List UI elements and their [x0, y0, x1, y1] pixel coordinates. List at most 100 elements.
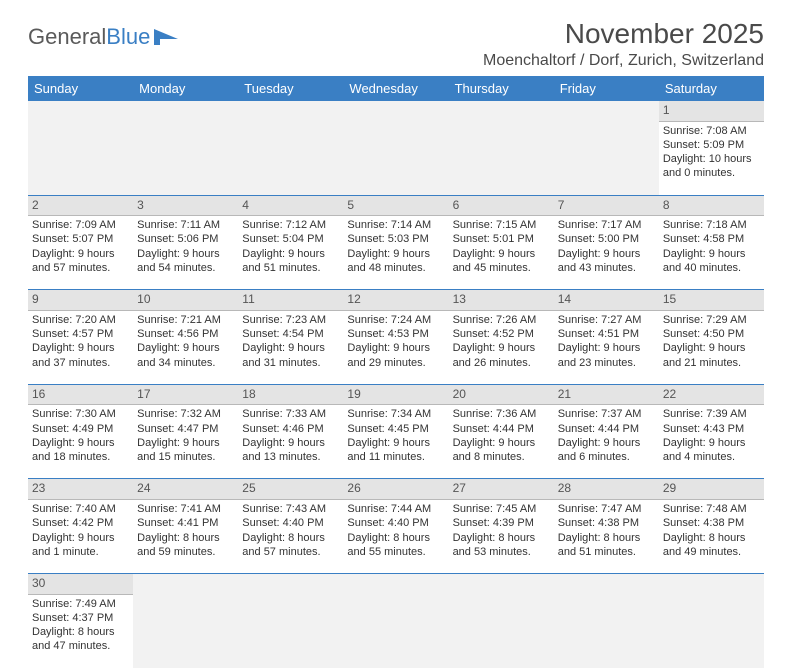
daylight-line: Daylight: 9 hours and 4 minutes.	[663, 436, 760, 465]
sunset-line: Sunset: 4:38 PM	[663, 516, 760, 530]
day-number-row: 1	[28, 101, 764, 121]
sunrise-line: Sunrise: 7:49 AM	[32, 597, 129, 611]
day-cell: Sunrise: 7:23 AMSunset: 4:54 PMDaylight:…	[238, 310, 343, 384]
day-header: Tuesday	[238, 76, 343, 101]
day-number: 8	[659, 195, 764, 216]
day-number: 29	[659, 479, 764, 500]
daylight-line: Daylight: 9 hours and 6 minutes.	[558, 436, 655, 465]
sunset-line: Sunset: 4:41 PM	[137, 516, 234, 530]
sunset-line: Sunset: 4:45 PM	[347, 422, 444, 436]
sunset-line: Sunset: 4:47 PM	[137, 422, 234, 436]
day-number: 25	[238, 479, 343, 500]
daylight-line: Daylight: 8 hours and 51 minutes.	[558, 531, 655, 560]
sunrise-line: Sunrise: 7:11 AM	[137, 218, 234, 232]
calendar-head: SundayMondayTuesdayWednesdayThursdayFrid…	[28, 76, 764, 101]
day-number	[554, 101, 659, 121]
day-number: 22	[659, 384, 764, 405]
calendar-body: 1Sunrise: 7:08 AMSunset: 5:09 PMDaylight…	[28, 101, 764, 668]
header: GeneralBlue November 2025 Moenchaltorf /…	[28, 18, 764, 70]
day-number: 14	[554, 290, 659, 311]
sunset-line: Sunset: 4:39 PM	[453, 516, 550, 530]
sunset-line: Sunset: 4:38 PM	[558, 516, 655, 530]
sunrise-line: Sunrise: 7:12 AM	[242, 218, 339, 232]
day-number: 18	[238, 384, 343, 405]
daylight-line: Daylight: 9 hours and 40 minutes.	[663, 247, 760, 276]
day-cell: Sunrise: 7:11 AMSunset: 5:06 PMDaylight:…	[133, 216, 238, 290]
day-number	[554, 573, 659, 594]
sunrise-line: Sunrise: 7:27 AM	[558, 313, 655, 327]
day-number	[238, 573, 343, 594]
day-number	[238, 101, 343, 121]
day-number	[449, 573, 554, 594]
day-cell: Sunrise: 7:14 AMSunset: 5:03 PMDaylight:…	[343, 216, 448, 290]
day-number: 2	[28, 195, 133, 216]
sunrise-line: Sunrise: 7:29 AM	[663, 313, 760, 327]
day-cell	[343, 594, 448, 668]
daylight-line: Daylight: 8 hours and 59 minutes.	[137, 531, 234, 560]
day-number: 19	[343, 384, 448, 405]
sunrise-line: Sunrise: 7:36 AM	[453, 407, 550, 421]
daylight-line: Daylight: 9 hours and 54 minutes.	[137, 247, 234, 276]
day-cell: Sunrise: 7:26 AMSunset: 4:52 PMDaylight:…	[449, 310, 554, 384]
day-cell: Sunrise: 7:27 AMSunset: 4:51 PMDaylight:…	[554, 310, 659, 384]
day-cell: Sunrise: 7:49 AMSunset: 4:37 PMDaylight:…	[28, 594, 133, 668]
calendar-table: SundayMondayTuesdayWednesdayThursdayFrid…	[28, 76, 764, 668]
sunset-line: Sunset: 5:03 PM	[347, 232, 444, 246]
daylight-line: Daylight: 9 hours and 23 minutes.	[558, 341, 655, 370]
week-row: Sunrise: 7:49 AMSunset: 4:37 PMDaylight:…	[28, 594, 764, 668]
day-cell: Sunrise: 7:45 AMSunset: 4:39 PMDaylight:…	[449, 499, 554, 573]
week-row: Sunrise: 7:09 AMSunset: 5:07 PMDaylight:…	[28, 216, 764, 290]
logo-text-general: General	[28, 24, 106, 50]
sunset-line: Sunset: 4:46 PM	[242, 422, 339, 436]
day-cell: Sunrise: 7:47 AMSunset: 4:38 PMDaylight:…	[554, 499, 659, 573]
sunset-line: Sunset: 4:51 PM	[558, 327, 655, 341]
day-cell	[554, 594, 659, 668]
daylight-line: Daylight: 9 hours and 34 minutes.	[137, 341, 234, 370]
day-header: Thursday	[449, 76, 554, 101]
day-cell: Sunrise: 7:40 AMSunset: 4:42 PMDaylight:…	[28, 499, 133, 573]
day-number	[133, 573, 238, 594]
sunrise-line: Sunrise: 7:20 AM	[32, 313, 129, 327]
day-header: Friday	[554, 76, 659, 101]
sunset-line: Sunset: 4:52 PM	[453, 327, 550, 341]
sunset-line: Sunset: 4:44 PM	[453, 422, 550, 436]
day-number-row: 2345678	[28, 195, 764, 216]
sunrise-line: Sunrise: 7:32 AM	[137, 407, 234, 421]
sunset-line: Sunset: 5:07 PM	[32, 232, 129, 246]
sunset-line: Sunset: 5:00 PM	[558, 232, 655, 246]
daylight-line: Daylight: 9 hours and 57 minutes.	[32, 247, 129, 276]
daylight-line: Daylight: 9 hours and 29 minutes.	[347, 341, 444, 370]
day-number-row: 23242526272829	[28, 479, 764, 500]
day-number-row: 16171819202122	[28, 384, 764, 405]
day-cell	[343, 121, 448, 195]
day-number	[449, 101, 554, 121]
day-cell: Sunrise: 7:20 AMSunset: 4:57 PMDaylight:…	[28, 310, 133, 384]
day-cell: Sunrise: 7:15 AMSunset: 5:01 PMDaylight:…	[449, 216, 554, 290]
day-header: Wednesday	[343, 76, 448, 101]
day-number: 10	[133, 290, 238, 311]
daylight-line: Daylight: 8 hours and 49 minutes.	[663, 531, 760, 560]
daylight-line: Daylight: 9 hours and 1 minute.	[32, 531, 129, 560]
sunset-line: Sunset: 4:42 PM	[32, 516, 129, 530]
daylight-line: Daylight: 9 hours and 13 minutes.	[242, 436, 339, 465]
day-number: 12	[343, 290, 448, 311]
day-cell	[133, 594, 238, 668]
sunrise-line: Sunrise: 7:23 AM	[242, 313, 339, 327]
day-cell: Sunrise: 7:17 AMSunset: 5:00 PMDaylight:…	[554, 216, 659, 290]
day-header: Sunday	[28, 76, 133, 101]
day-number	[343, 101, 448, 121]
sunset-line: Sunset: 4:44 PM	[558, 422, 655, 436]
day-cell	[554, 121, 659, 195]
day-cell: Sunrise: 7:21 AMSunset: 4:56 PMDaylight:…	[133, 310, 238, 384]
day-number: 17	[133, 384, 238, 405]
day-number-row: 30	[28, 573, 764, 594]
day-cell	[659, 594, 764, 668]
day-number: 21	[554, 384, 659, 405]
sunrise-line: Sunrise: 7:14 AM	[347, 218, 444, 232]
day-cell: Sunrise: 7:36 AMSunset: 4:44 PMDaylight:…	[449, 405, 554, 479]
sunset-line: Sunset: 5:04 PM	[242, 232, 339, 246]
sunrise-line: Sunrise: 7:34 AM	[347, 407, 444, 421]
month-title: November 2025	[483, 18, 764, 50]
sunrise-line: Sunrise: 7:45 AM	[453, 502, 550, 516]
sunset-line: Sunset: 4:49 PM	[32, 422, 129, 436]
